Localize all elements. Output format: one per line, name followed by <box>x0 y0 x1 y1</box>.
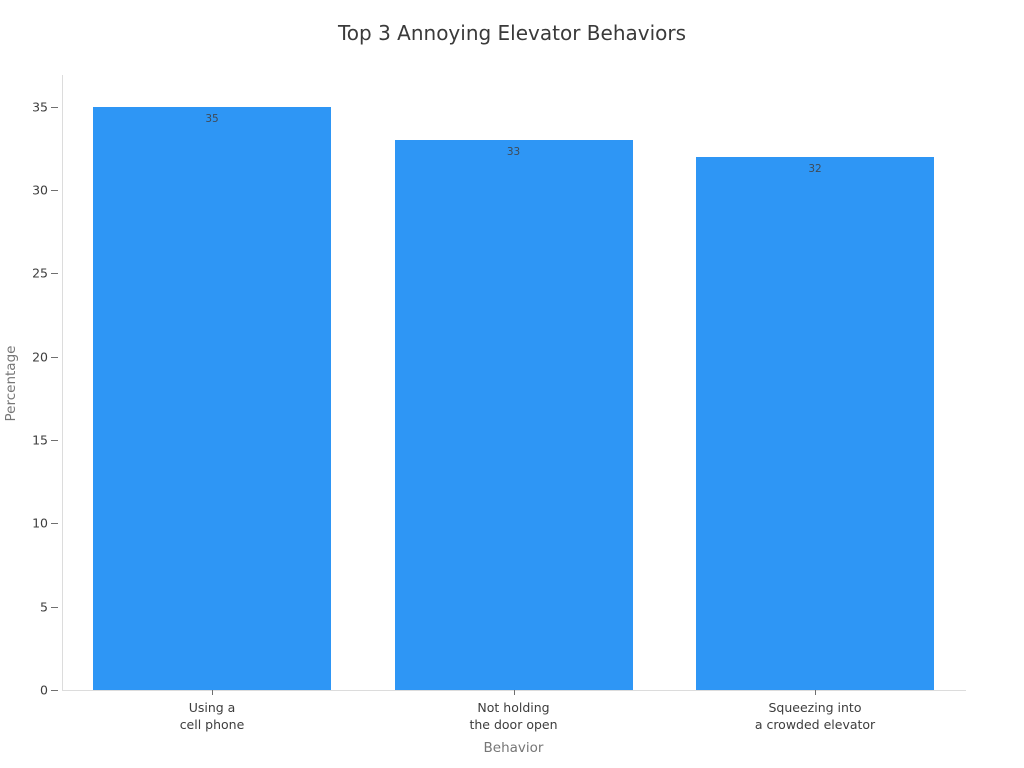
x-tick-label: Using a cell phone <box>82 699 342 733</box>
y-tick-label: 35 <box>32 99 48 115</box>
x-tick-label-line: cell phone <box>179 717 245 732</box>
x-tick-label: Not holding the door open <box>384 699 644 733</box>
y-tick-label: 0 <box>40 682 48 698</box>
y-tick-mark <box>51 606 58 608</box>
chart-title: Top 3 Annoying Elevator Behaviors <box>337 21 687 45</box>
bar-value-label: 35 <box>205 112 219 125</box>
y-tick-mark <box>51 106 58 108</box>
plot-area: 0 5 10 15 20 25 30 35 35 Using a cell phone 33 Not h… <box>32 75 966 732</box>
y-tick-mark <box>51 440 58 441</box>
x-tick-label: Squeezing into a crowded elevator <box>685 699 945 733</box>
y-tick-label: 5 <box>40 599 48 615</box>
x-tick-mark <box>513 690 515 695</box>
y-tick-mark <box>51 273 58 275</box>
bar: 33 <box>394 140 633 690</box>
y-tick-label: 30 <box>32 182 48 198</box>
y-tick-label: 10 <box>32 515 48 531</box>
y-tick-mark <box>51 690 58 691</box>
bar-value-label: 32 <box>808 162 822 175</box>
y-tick-label: 20 <box>32 349 48 365</box>
x-tick-label-line: the door open <box>469 717 558 732</box>
y-tick-label: 15 <box>32 432 48 448</box>
x-tick-mark <box>212 690 213 695</box>
y-tick-label: 25 <box>32 265 48 281</box>
x-tick-label-line: Using a <box>188 700 236 715</box>
x-tick-label-line: a crowded elevator <box>754 717 876 732</box>
bar-value-label: 33 <box>506 146 521 158</box>
x-tick-label-line: Squeezing into <box>768 700 862 715</box>
y-tick-mark <box>51 356 58 358</box>
y-tick-mark <box>51 190 58 191</box>
x-tick-mark <box>815 690 816 695</box>
x-tick-label-line: Not holding <box>477 700 550 715</box>
y-axis-title: Percentage <box>3 345 19 422</box>
bar: 35 <box>93 106 331 690</box>
y-tick-mark <box>51 523 58 525</box>
x-axis-title: Behavior <box>483 740 544 756</box>
bar: 32 <box>696 156 934 690</box>
